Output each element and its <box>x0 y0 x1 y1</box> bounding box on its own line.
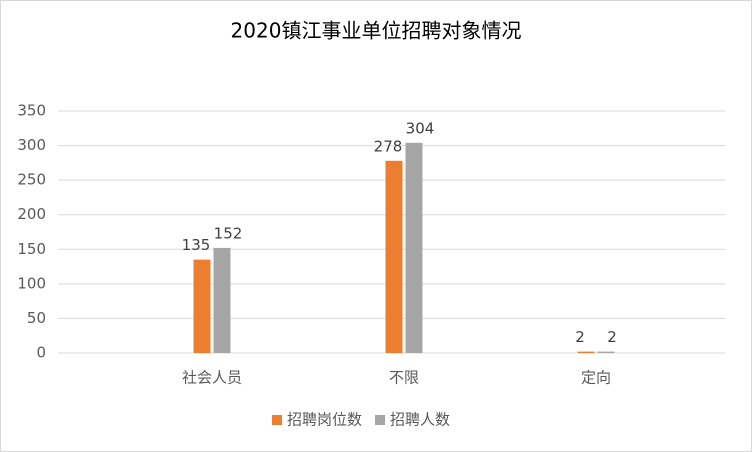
data-label: 2 <box>575 328 585 346</box>
data-label: 278 <box>374 137 403 155</box>
x-tick-label: 社会人员 <box>182 369 242 387</box>
y-tick-label: 300 <box>17 136 46 154</box>
y-tick-label: 50 <box>27 309 46 327</box>
bar <box>385 160 403 353</box>
legend-label: 招聘人数 <box>390 411 450 429</box>
y-tick-label: 150 <box>17 240 46 258</box>
bar <box>405 142 423 353</box>
legend-label: 招聘岗位数 <box>287 411 362 429</box>
x-tick-label: 不限 <box>389 369 419 387</box>
y-tick-label: 250 <box>17 171 46 189</box>
data-label: 304 <box>406 119 435 137</box>
legend-swatch <box>272 415 282 425</box>
data-label: 135 <box>182 236 211 254</box>
x-tick-label: 定向 <box>581 369 611 387</box>
bar <box>577 351 595 353</box>
data-label: 2 <box>607 328 617 346</box>
legend-swatch <box>375 415 386 425</box>
bar <box>213 247 231 353</box>
y-tick-label: 200 <box>17 205 46 223</box>
y-tick-label: 0 <box>36 344 46 362</box>
y-tick-label: 100 <box>17 274 46 292</box>
bar <box>193 259 211 353</box>
data-label: 152 <box>214 224 243 242</box>
chart-title: 2020镇江事业单位招聘对象情况 <box>231 19 522 43</box>
y-tick-label: 350 <box>17 102 46 120</box>
bar <box>597 351 615 353</box>
